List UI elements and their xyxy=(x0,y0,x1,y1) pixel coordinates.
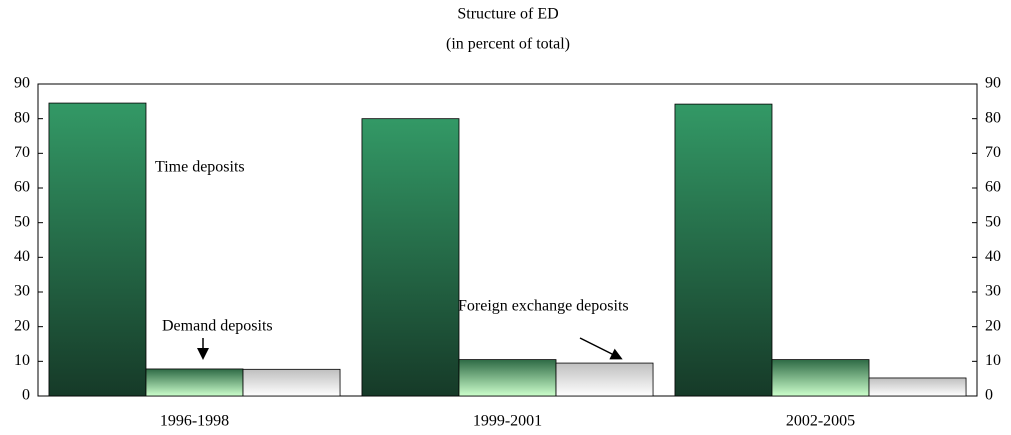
y2-tick-label: 70 xyxy=(985,144,1001,161)
y2-tick-label: 60 xyxy=(985,179,1001,196)
y2-tick-label: 90 xyxy=(985,75,1001,92)
bar xyxy=(674,103,773,397)
bar xyxy=(242,368,341,397)
y2-tick-label: 80 xyxy=(985,109,1001,126)
chart-title: Structure of ED xyxy=(457,6,558,23)
chart-subtitle: (in percent of total) xyxy=(446,36,570,53)
y-tick-label: 30 xyxy=(14,283,30,300)
y-tick-label: 60 xyxy=(14,179,30,196)
y-tick-label: 40 xyxy=(14,248,30,265)
bar xyxy=(48,102,147,397)
x-tick-label: 1996-1998 xyxy=(160,413,229,430)
y2-tick-label: 50 xyxy=(985,213,1001,230)
plot-frame xyxy=(37,83,978,397)
y-tick-label: 70 xyxy=(14,144,30,161)
y-tick-label: 0 xyxy=(22,387,30,404)
x-tick-label: 2002-2005 xyxy=(786,413,855,430)
y-tick-label: 50 xyxy=(14,213,30,230)
annotation: Time deposits xyxy=(155,159,245,176)
annotation: Foreign exchange deposits xyxy=(458,298,629,315)
annotation: Demand deposits xyxy=(162,318,273,335)
y2-tick-label: 20 xyxy=(985,317,1001,334)
x-tick-label: 1999-2001 xyxy=(473,413,542,430)
y2-tick-label: 30 xyxy=(985,283,1001,300)
bar xyxy=(458,359,557,397)
bar xyxy=(771,359,870,397)
y2-tick-label: 40 xyxy=(985,248,1001,265)
y2-tick-label: 0 xyxy=(985,387,993,404)
arrow xyxy=(579,337,623,360)
y-tick-label: 80 xyxy=(14,109,30,126)
y2-tick-label: 10 xyxy=(985,352,1001,369)
bar xyxy=(361,118,460,397)
bar xyxy=(868,377,967,397)
y-tick-label: 90 xyxy=(14,75,30,92)
bar xyxy=(555,362,654,397)
y-tick-label: 20 xyxy=(14,317,30,334)
y-tick-label: 10 xyxy=(14,352,30,369)
bar xyxy=(145,368,244,397)
